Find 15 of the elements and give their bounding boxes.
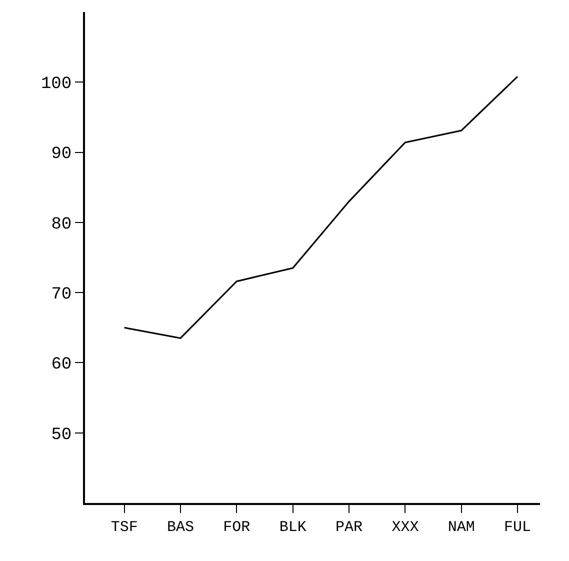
x-tick-label: BLK	[279, 519, 306, 536]
x-tick-label: FUL	[504, 519, 532, 536]
y-tick-label: 80	[51, 215, 72, 234]
x-tick-label: FOR	[223, 519, 250, 536]
y-tick-label: 60	[51, 356, 72, 375]
y-tick-label: 90	[51, 145, 72, 164]
x-tick-label: BAS	[166, 519, 194, 536]
y-tick-label: 70	[51, 286, 72, 305]
x-tick-label: NAM	[448, 519, 475, 536]
x-tick-label: TSF	[110, 519, 138, 536]
x-tick-label: XXX	[392, 519, 419, 536]
y-tick-label: 50	[51, 426, 72, 445]
line-series	[124, 76, 518, 339]
x-tick-label: PAR	[336, 519, 363, 536]
y-tick-label: 100	[40, 75, 72, 94]
